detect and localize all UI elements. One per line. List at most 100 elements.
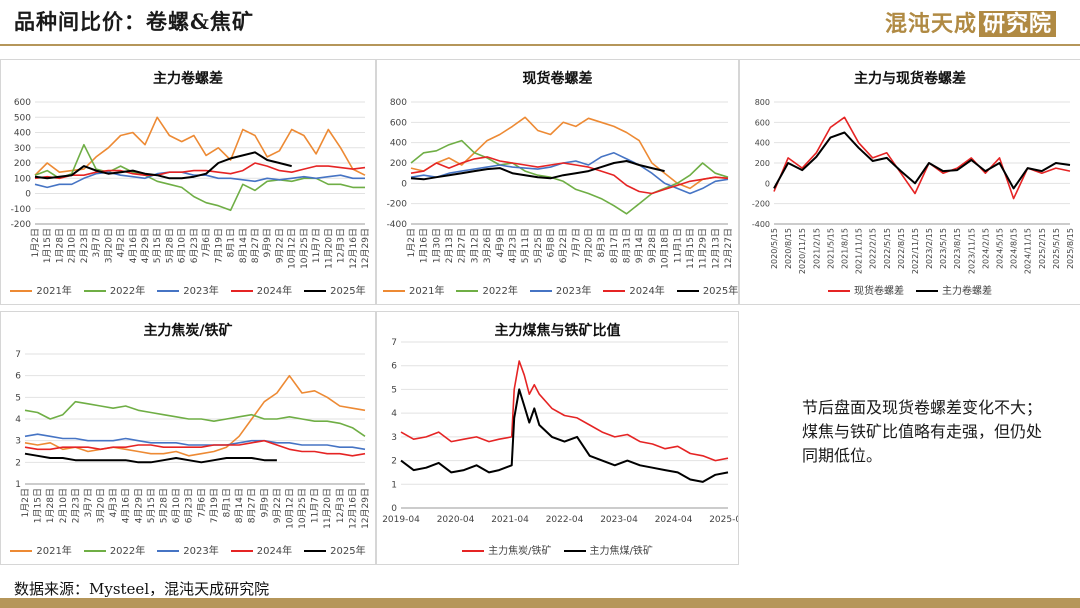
legend-label: 2023年 (183, 546, 219, 557)
x-tick-label: 8月3日 (596, 228, 607, 257)
x-tick-label: 5月25日 (533, 228, 544, 263)
legend-item: 2025年 (304, 542, 366, 557)
legend-item: 2022年 (83, 542, 145, 557)
x-tick-label: 2月23日 (70, 488, 81, 523)
x-tick-label: 9月22日 (274, 228, 285, 263)
y-tick-label: -100 (11, 205, 32, 215)
series-line (400, 360, 729, 462)
y-tick-label: 200 (390, 159, 407, 169)
x-tick-label: 11月7日 (310, 488, 321, 523)
legend-swatch (462, 550, 485, 552)
series-line (410, 160, 665, 181)
legend-label: 2022年 (482, 286, 518, 297)
x-tick-label: 11月7日 (311, 228, 322, 263)
y-tick-label: 1 (391, 480, 397, 490)
chart-title: 主力与现货卷螺差 (854, 71, 966, 87)
x-tick-label: 4月23日 (507, 228, 518, 263)
x-tick-label: 2022/11/15 (911, 228, 920, 274)
x-tick-label: 8月1日 (221, 488, 232, 517)
x-tick-label: 11月15日 (685, 228, 696, 269)
y-tick-label: 300 (14, 144, 31, 154)
y-tick-label: 100 (14, 174, 31, 184)
chart-svg-1: -200 -100 0 100 200 300 400 500 600 1月2日 1月15日 1月28… (11, 98, 371, 269)
series-line (410, 152, 729, 195)
legend-swatch (529, 290, 552, 292)
series-line (410, 156, 729, 195)
x-tick-label: 2024/11/15 (1024, 228, 1033, 274)
x-tick-label: 1月28日 (45, 488, 56, 523)
chart-svg-3: -400 -200 0 200 400 600 800 2020/5/15 2020/8/15 2… (752, 98, 1075, 274)
panel-chart-3: 主力与现货卷螺差 -400 -200 0 200 400 600 800 2020/5/15 2… (739, 59, 1080, 305)
y-tick-label: -200 (11, 220, 32, 230)
x-tick-label: 10月12日 (284, 488, 295, 529)
x-tick-label: 2月27日 (457, 228, 468, 263)
x-tick-label: 7月20日 (584, 228, 595, 263)
legend-label: 2021年 (36, 546, 72, 557)
x-tick-label: 9月9日 (259, 488, 270, 517)
x-tick-label: 12月16日 (347, 488, 358, 529)
legend-swatch (83, 290, 106, 292)
chart-title: 主力煤焦与铁矿比值 (494, 323, 621, 339)
x-tick-label: 9月22日 (272, 488, 283, 523)
chart-legend: 2021年 2022年 2023年 2024年 2025年 (1, 282, 375, 297)
legend-swatch (10, 550, 33, 552)
x-tick-label: 7月6日 (196, 488, 207, 517)
legend-swatch (383, 290, 405, 292)
panel-chart-4: 主力焦炭/铁矿 1 2 3 4 5 6 7 1月2日 1月15日 1月28日 2月10日 2月23日 3… (0, 311, 376, 565)
x-tick-label: 2023/5/15 (939, 228, 948, 269)
legend-item: 2023年 (157, 282, 219, 297)
legend-swatch (828, 290, 850, 292)
x-tick-label: 5月15日 (152, 228, 163, 263)
x-tick-label: 4月16日 (121, 488, 132, 523)
legend-item: 2024年 (230, 542, 292, 557)
chart-title: 主力焦炭/铁矿 (143, 323, 233, 339)
x-tick-label: 6月23日 (184, 488, 195, 523)
header: 品种间比价：卷螺&焦矿 混沌天成 研究院 (0, 0, 1080, 44)
legend-label: 2021年 (36, 286, 72, 297)
y-tick-label: 800 (390, 98, 407, 108)
x-tick-label: 2023/11/15 (967, 228, 976, 274)
x-tick-label: 2月13日 (444, 228, 455, 263)
x-tick-label: 12月29日 (360, 488, 371, 529)
x-tick-label: 2025-04 (709, 515, 738, 525)
y-tick-label: 4 (15, 415, 21, 425)
x-tick-label: 3月20日 (96, 488, 107, 523)
legend-label: 2025年 (702, 286, 739, 297)
y-tick-label: 5 (15, 393, 21, 403)
legend-item: 2023年 (157, 542, 219, 557)
legend-swatch (916, 290, 938, 292)
chart-legend: 2021年 2022年 2023年 2024年 2025年 (1, 542, 375, 557)
y-tick-label: 400 (390, 139, 407, 149)
legend-item: 2022年 (456, 282, 518, 297)
legend-label: 2025年 (330, 546, 366, 557)
chart-title: 现货卷螺差 (522, 71, 593, 87)
x-tick-label: 10月18日 (660, 228, 671, 269)
legend-label: 2022年 (109, 286, 146, 297)
x-tick-label: 2021/5/15 (826, 228, 835, 269)
commentary-text: 节后盘面及现货卷螺差变化不大；煤焦与铁矿比值略有走强，但仍处同期低位。 (802, 398, 1043, 465)
x-tick-label: 2020/5/15 (770, 228, 779, 269)
legend-item: 2021年 (383, 282, 444, 297)
x-tick-label: 5月28日 (164, 228, 175, 263)
y-tick-label: 6 (15, 372, 21, 382)
y-tick-label: 3 (15, 437, 21, 447)
x-tick-label: 6月8日 (545, 228, 556, 257)
legend-swatch (456, 290, 479, 292)
y-tick-label: 7 (15, 350, 21, 360)
legend-item: 2024年 (230, 282, 292, 297)
y-tick-label: 0 (765, 179, 770, 188)
x-tick-label: 2021-04 (491, 515, 529, 525)
y-tick-label: 2 (391, 457, 397, 467)
x-tick-label: 2022-04 (546, 515, 584, 525)
x-tick-label: 3月12日 (469, 228, 480, 263)
x-tick-label: 1月16日 (419, 228, 430, 263)
y-tick-label: 200 (14, 159, 31, 169)
series-line (400, 388, 729, 483)
footer-bar (0, 598, 1080, 608)
series-line (24, 374, 366, 457)
panel-chart-1: 主力卷螺差 -200 -100 0 100 200 300 400 500 600 1月2日 1月1… (0, 59, 376, 305)
legend-swatch (10, 290, 33, 292)
series-line (34, 116, 366, 176)
legend-swatch (676, 290, 699, 292)
legend-swatch (230, 290, 253, 292)
